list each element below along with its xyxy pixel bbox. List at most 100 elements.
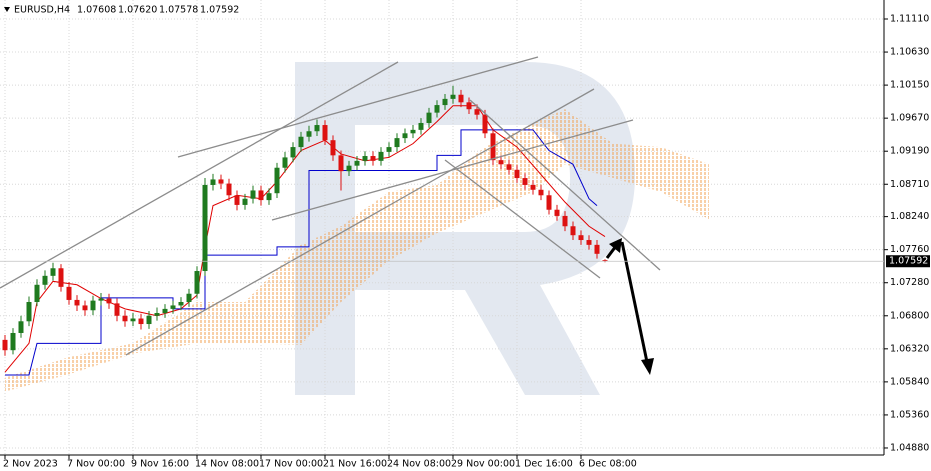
candle-body — [554, 209, 560, 216]
ohlc-high: 1.07620 — [118, 5, 157, 16]
candle-body — [186, 293, 192, 303]
price-label-box — [886, 255, 930, 268]
candle-body — [290, 147, 296, 158]
candle-body — [138, 318, 144, 325]
indicator-line — [5, 129, 598, 376]
candle-body — [170, 305, 176, 309]
watermark — [295, 62, 635, 395]
candle-body — [346, 165, 352, 172]
candle-body — [298, 136, 304, 148]
ohlc-close: 1.07592 — [200, 5, 239, 16]
candle-body — [506, 164, 512, 170]
y-tick-label: 1.06800 — [890, 310, 929, 321]
x-tick-label: 29 Nov 00:00 — [451, 459, 515, 470]
candle-body — [498, 160, 504, 165]
header: EURUSD,H4 1.07608 1.07620 1.07578 1.0759… — [4, 5, 239, 16]
x-tick-label: 2 Nov 2023 — [3, 459, 58, 470]
candle-body — [546, 195, 552, 210]
candle-body — [98, 298, 104, 301]
candle-body — [162, 308, 168, 314]
y-tick-label: 1.05840 — [890, 376, 929, 387]
candle-body — [218, 179, 224, 184]
candle-body — [522, 178, 528, 185]
candle-body — [210, 179, 216, 185]
candle-body — [594, 244, 600, 254]
candle-body — [282, 157, 288, 168]
candle-body — [442, 98, 448, 106]
candle-body — [258, 190, 264, 201]
forecast-arrows — [605, 238, 654, 375]
candle-body — [154, 313, 160, 316]
candle-body — [434, 105, 440, 113]
candle-body — [74, 299, 80, 306]
candle-body — [90, 300, 96, 311]
candle-body — [370, 156, 376, 161]
candle-body — [202, 184, 208, 272]
x-tick-label: 17 Nov 00:00 — [259, 459, 323, 470]
y-tick-label: 1.09670 — [890, 113, 929, 124]
candle-body — [146, 315, 152, 325]
candle-body — [482, 114, 488, 134]
ohlc-low: 1.07578 — [159, 5, 198, 16]
candle-body — [306, 131, 312, 137]
y-tick-label: 1.07760 — [890, 244, 929, 255]
candle-body — [50, 268, 56, 276]
y-tick-label: 1.06320 — [890, 343, 929, 354]
candle-body — [514, 169, 520, 179]
candle-body — [242, 198, 248, 205]
y-tick-label: 1.05360 — [890, 409, 929, 420]
y-tick-label: 1.11110 — [890, 14, 929, 25]
x-tick-label: 9 Nov 16:00 — [131, 459, 189, 470]
candle-body — [450, 94, 456, 99]
candle-body — [26, 302, 32, 322]
candle-body — [538, 189, 544, 196]
candle-body — [194, 271, 200, 294]
candle-body — [330, 140, 336, 156]
symbol: EURUSD,H4 — [14, 5, 70, 16]
x-tick-label: 7 Nov 00:00 — [67, 459, 125, 470]
y-tick-label: 1.08240 — [890, 211, 929, 222]
candle-body — [34, 284, 40, 303]
candle-body — [458, 94, 464, 103]
candle-body — [18, 321, 24, 333]
candle-body — [82, 305, 88, 311]
candle-body — [10, 332, 16, 351]
candle-body — [362, 156, 368, 161]
candle-body — [66, 286, 72, 300]
candle-body — [130, 318, 136, 322]
candle-body — [234, 195, 240, 205]
candle-body — [58, 268, 64, 287]
y-tick-label: 1.10630 — [890, 47, 929, 58]
candle-body — [178, 302, 184, 306]
y-tick-label: 1.10150 — [890, 80, 929, 91]
candle-body — [530, 184, 536, 190]
candle-body — [42, 275, 48, 285]
candle-body — [106, 298, 112, 304]
x-tick-label: 1 Dec 16:00 — [515, 459, 573, 470]
candle-body — [378, 151, 384, 161]
candle-body — [322, 125, 328, 141]
candle-body — [410, 129, 416, 134]
candle-body — [562, 215, 568, 227]
candle-body — [226, 183, 232, 196]
x-tick-label: 14 Nov 08:00 — [195, 459, 259, 470]
candle-body — [114, 303, 120, 316]
indicator-line — [4, 105, 606, 373]
candle-body — [474, 109, 480, 115]
price-label: 1.07592 — [889, 256, 928, 267]
candle-body — [570, 226, 576, 236]
candle-body — [386, 147, 392, 152]
candle-body — [586, 240, 592, 245]
x-tick-label: 21 Nov 16:00 — [323, 459, 387, 470]
candle-body — [274, 167, 280, 194]
candle-body — [402, 133, 408, 139]
candle-body — [466, 102, 472, 110]
ichimoku-cloud — [5, 109, 709, 392]
x-tick-label: 6 Dec 08:00 — [579, 459, 637, 470]
trend-lines — [0, 56, 661, 356]
y-tick-label: 1.08710 — [890, 179, 929, 190]
candle-body — [250, 190, 256, 199]
candle-body — [418, 122, 424, 130]
candle-body — [266, 193, 272, 201]
